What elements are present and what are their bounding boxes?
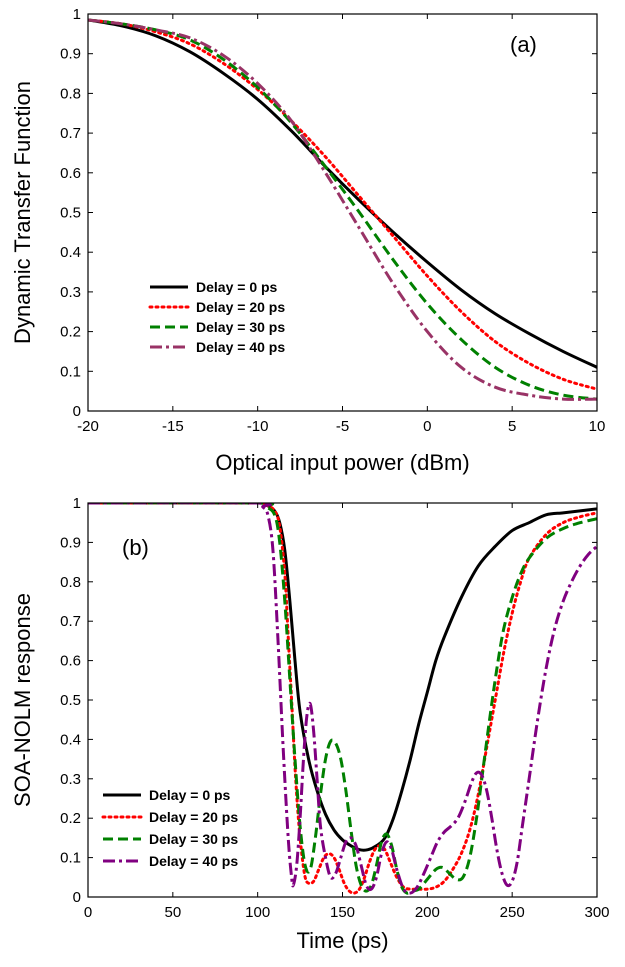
y-tick-label: 0.4 bbox=[60, 244, 81, 261]
y-tick-label: 1 bbox=[73, 495, 81, 512]
y-tick-label: 0.1 bbox=[60, 850, 81, 867]
y-axis-label: Dynamic Transfer Function bbox=[10, 81, 35, 344]
series-line-4 bbox=[88, 503, 597, 895]
series-line-3 bbox=[88, 18, 597, 401]
x-tick-label: 10 bbox=[589, 418, 606, 435]
y-tick-label: 0 bbox=[73, 403, 81, 420]
x-tick-label: 0 bbox=[423, 418, 431, 435]
y-tick-label: 0.6 bbox=[60, 653, 81, 670]
legend-label-4: Delay = 40 ps bbox=[149, 853, 238, 869]
legend: Delay = 0 ps Delay = 20 ps Delay = 30 ps De… bbox=[101, 787, 238, 869]
legend-label-1: Delay = 0 ps bbox=[149, 787, 231, 803]
series-line-2 bbox=[88, 18, 597, 391]
x-tick-label: -10 bbox=[247, 418, 269, 435]
panel-label: (b) bbox=[122, 535, 149, 560]
x-tick-label: 5 bbox=[508, 418, 516, 435]
legend-label-1: Delay = 0 ps bbox=[196, 279, 278, 295]
y-tick-label: 0.2 bbox=[60, 810, 81, 827]
y-tick-label: 0.9 bbox=[60, 534, 81, 551]
y-tick-label: 0.4 bbox=[60, 731, 81, 748]
x-tick-label: 150 bbox=[330, 904, 355, 921]
y-axis-label: SOA-NOLM response bbox=[10, 593, 35, 807]
x-tick-label: -20 bbox=[77, 418, 99, 435]
legend-label-3: Delay = 30 ps bbox=[149, 831, 238, 847]
y-tick-label: 0 bbox=[73, 889, 81, 906]
x-tick-label: -5 bbox=[336, 418, 349, 435]
y-tick-label: 0.6 bbox=[60, 165, 81, 182]
y-tick-label: 0.7 bbox=[60, 125, 81, 142]
legend-label-4: Delay = 40 ps bbox=[196, 339, 285, 355]
x-tick-label: 100 bbox=[245, 904, 270, 921]
legend-label-3: Delay = 30 ps bbox=[196, 319, 285, 335]
legend-label-2: Delay = 20 ps bbox=[149, 809, 238, 825]
legend-label-2: Delay = 20 ps bbox=[196, 299, 285, 315]
y-tick-label: 0.3 bbox=[60, 771, 81, 788]
x-tick-label: 250 bbox=[500, 904, 525, 921]
y-tick-label: 0.2 bbox=[60, 324, 81, 341]
x-tick-label: 0 bbox=[84, 904, 92, 921]
series-line-1 bbox=[88, 18, 597, 369]
chart-panel-b: 0 50 100 150 200 250 300 0 0.1 0.2 0.3 0.4 0.5 0.6 0.7… bbox=[10, 495, 610, 953]
x-tick-label: 50 bbox=[164, 904, 181, 921]
y-tick-label: 0.1 bbox=[60, 363, 81, 380]
x-tick-label: -15 bbox=[162, 418, 184, 435]
y-tick-label: 0.7 bbox=[60, 613, 81, 630]
y-tick-label: 0.5 bbox=[60, 692, 81, 709]
y-tick-label: 0.9 bbox=[60, 46, 81, 63]
x-tick-label: 300 bbox=[584, 904, 609, 921]
series-line-1 bbox=[88, 503, 597, 852]
legend: Delay = 0 ps Delay = 20 ps Delay = 30 ps De… bbox=[148, 279, 285, 355]
series-line-3 bbox=[88, 503, 597, 895]
plot-frame bbox=[87, 13, 598, 412]
y-tick-label: 0.8 bbox=[60, 85, 81, 102]
y-tick-label: 0.5 bbox=[60, 205, 81, 222]
chart-panel-a: -20 -15 -10 -5 0 5 10 0 0.1 0.2 0.3 0.4 0.5 0.6 0.7 0.8… bbox=[10, 6, 605, 475]
x-tick-label: 200 bbox=[415, 904, 440, 921]
y-tick-label: 0.8 bbox=[60, 574, 81, 591]
x-axis-label: Time (ps) bbox=[296, 928, 388, 953]
y-tick-label: 0.3 bbox=[60, 284, 81, 301]
series-line-4 bbox=[88, 18, 597, 401]
x-axis-label: Optical input power (dBm) bbox=[215, 450, 469, 475]
series-line-2 bbox=[88, 503, 597, 895]
panel-label: (a) bbox=[510, 32, 537, 57]
y-tick-label: 1 bbox=[73, 6, 81, 23]
